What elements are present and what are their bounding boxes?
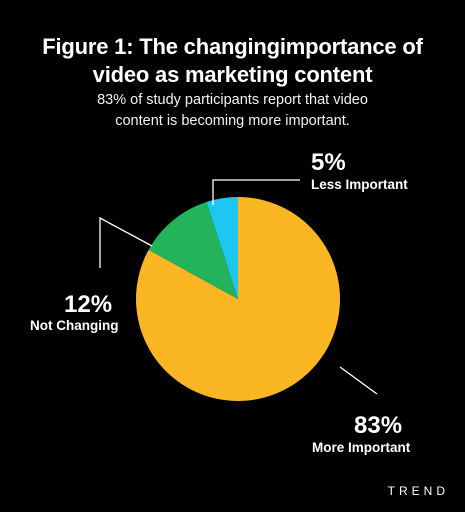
slice-label-more-important: More Important: [312, 440, 411, 455]
slice-value-label-more-important: 83%: [354, 412, 402, 439]
title-line-2: video as marketing content: [92, 62, 373, 87]
pie-slices: [136, 197, 340, 401]
slice-value-label-less-important: 5%: [311, 149, 346, 176]
chart-title: Figure 1: The changingimportance of vide…: [0, 33, 465, 89]
pie-slice-less-important: [206, 197, 238, 299]
title-line-1: Figure 1: The changingimportance of: [42, 34, 423, 59]
subtitle-line-2: content is becoming more important.: [115, 113, 350, 129]
pie-slice-not-changing: [148, 201, 238, 299]
chart-subtitle: 83% of study participants report that vi…: [60, 90, 405, 132]
brand-logo: TREND: [387, 484, 449, 498]
leader-lines: [99, 179, 378, 395]
subtitle-line-1: 83% of study participants report that vi…: [97, 92, 368, 108]
slice-label-less-important: Less Important: [311, 177, 408, 192]
leader-line-less-important: [212, 179, 300, 205]
slice-value-label-not-changing: 12%: [64, 291, 112, 318]
slice-label-not-changing: Not Changing: [30, 318, 118, 333]
leader-line-more-important: [339, 366, 378, 395]
leader-line-not-changing: [99, 216, 153, 268]
